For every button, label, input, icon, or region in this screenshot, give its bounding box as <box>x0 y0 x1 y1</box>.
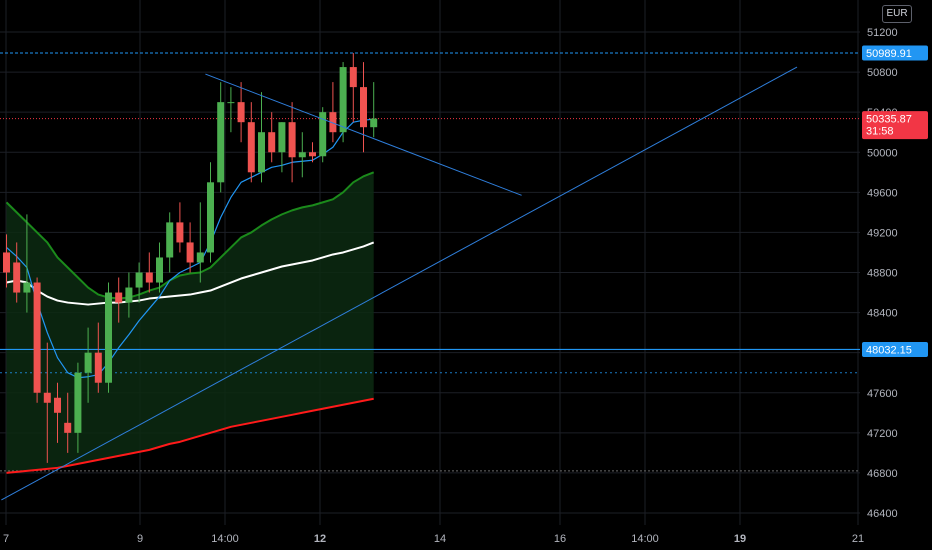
x-tick-label: 12 <box>314 533 326 545</box>
candle-up <box>84 352 92 373</box>
candle-down <box>43 392 51 403</box>
candle-up <box>298 152 306 158</box>
candle-up <box>156 257 163 283</box>
candle-up <box>258 132 265 173</box>
x-tick-label: 14:00 <box>211 533 239 545</box>
support-price-badge-text: 48032.15 <box>866 344 912 356</box>
x-tick-label: 7 <box>3 533 9 545</box>
candle-down <box>145 272 153 283</box>
candle-down <box>349 67 357 88</box>
resistance-price-badge-text: 50989.91 <box>866 48 912 60</box>
candle-down <box>186 242 194 263</box>
ema-slow-line <box>6 241 375 306</box>
x-tick-label: 14:00 <box>631 533 659 545</box>
candle-up <box>319 112 327 157</box>
candle-up <box>74 372 82 433</box>
trendline <box>205 73 522 196</box>
candle-down <box>3 252 10 273</box>
x-tick-label: 19 <box>734 533 746 545</box>
candle-down <box>309 152 316 157</box>
y-tick-label: 48800 <box>867 268 898 280</box>
y-tick-label: 48400 <box>867 308 898 320</box>
candle-down <box>64 422 72 433</box>
candle-down <box>329 112 337 133</box>
ema-long-line <box>6 397 374 474</box>
candle-up <box>166 222 174 258</box>
y-tick-label: 47600 <box>867 388 898 400</box>
candle-up <box>217 102 225 183</box>
candle-down <box>176 222 184 243</box>
support-price-badge <box>862 341 928 357</box>
candle-up <box>105 292 112 383</box>
trendline <box>1 66 798 501</box>
y-tick-label: 46800 <box>867 468 898 480</box>
candle-down <box>13 262 21 293</box>
candle-up <box>125 287 133 303</box>
y-tick-label: 46400 <box>867 508 898 520</box>
y-tick-label: 50800 <box>867 67 898 79</box>
x-tick-label: 21 <box>852 533 864 545</box>
candle-down <box>247 122 255 173</box>
candle-down <box>115 292 123 303</box>
resistance-price-badge <box>862 45 928 61</box>
x-tick-label: 9 <box>137 533 143 545</box>
candle-down <box>237 102 245 123</box>
countdown-text: 31:58 <box>866 126 894 138</box>
candle-down <box>360 87 367 128</box>
candle-up <box>278 122 286 153</box>
candle-down <box>268 132 276 153</box>
current-price-badge-text: 50335.87 <box>866 114 912 126</box>
y-tick-label: 51200 <box>867 27 898 39</box>
y-tick-label: 50000 <box>867 147 898 159</box>
candle-down <box>94 352 102 383</box>
candle-down <box>33 282 41 393</box>
currency-selector[interactable]: EUR <box>882 5 912 23</box>
current-price-badge <box>862 111 928 140</box>
y-tick-label: 49600 <box>867 187 898 199</box>
x-tick-label: 14 <box>434 533 446 545</box>
y-tick-label: 47200 <box>867 428 898 440</box>
x-tick-label: 16 <box>554 533 566 545</box>
y-tick-label: 49200 <box>867 227 898 239</box>
candle-down <box>288 122 296 158</box>
candle-up <box>370 118 378 128</box>
candle-up <box>196 252 204 263</box>
ema-band-fill <box>6 172 374 473</box>
candle-up <box>207 182 214 253</box>
candle-up <box>227 102 235 104</box>
candle-up <box>23 282 31 293</box>
candle-up <box>135 272 143 288</box>
ema-mid-line <box>5 171 375 300</box>
candle-up <box>339 67 347 133</box>
candle-down <box>54 397 61 413</box>
